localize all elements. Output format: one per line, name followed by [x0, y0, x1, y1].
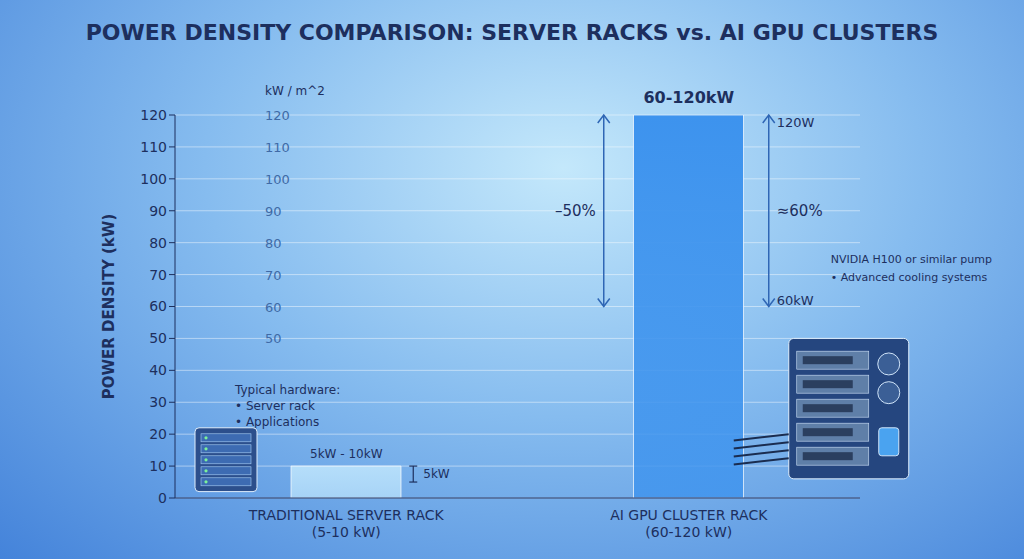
svg-text:5kW - 10kW: 5kW - 10kW — [310, 447, 383, 461]
svg-text:90: 90 — [149, 203, 167, 219]
html-text:POWER DENSITY COMPARISON: SERV: POWER DENSITY COMPARISON: SERVER RACKS v… — [85, 20, 939, 45]
svg-text:80: 80 — [149, 235, 167, 251]
svg-text:120W: 120W — [777, 115, 815, 130]
svg-text:90: 90 — [265, 204, 282, 219]
svg-text:TRADITIONAL SERVER RACK(5-10 k: TRADITIONAL SERVER RACK(5-10 kW) — [248, 507, 445, 540]
svg-text:kW / m^2: kW / m^2 — [265, 84, 325, 98]
svg-text:60: 60 — [149, 298, 167, 314]
svg-text:100: 100 — [140, 171, 167, 187]
svg-text:100: 100 — [265, 172, 290, 187]
svg-text:70: 70 — [265, 268, 282, 283]
svg-text:120: 120 — [140, 107, 167, 123]
svg-text:110: 110 — [140, 139, 167, 155]
svg-text:60-120kW: 60-120kW — [643, 88, 734, 107]
svg-text:0: 0 — [158, 490, 167, 506]
svg-text:5kW: 5kW — [423, 467, 450, 481]
svg-text:• Applications: • Applications — [235, 415, 319, 429]
svg-text:• Server rack: • Server rack — [235, 399, 315, 413]
svg-text:70: 70 — [149, 267, 167, 283]
svg-text:Typical hardware:: Typical hardware: — [234, 383, 340, 397]
svg-text:120: 120 — [265, 108, 290, 123]
svg-text:40: 40 — [149, 362, 167, 378]
svg-text:80: 80 — [265, 236, 282, 251]
svg-text:50: 50 — [149, 330, 167, 346]
svg-text:• Advanced cooling systems: • Advanced cooling systems — [831, 271, 988, 284]
svg-text:AI GPU CLUSTER RACK(60-120 kW): AI GPU CLUSTER RACK(60-120 kW) — [610, 507, 768, 540]
svg-text:60kW: 60kW — [777, 293, 814, 308]
svg-text:POWER DENSITY (kW): POWER DENSITY (kW) — [100, 214, 118, 400]
svg-text:≈60%: ≈60% — [777, 202, 823, 220]
svg-text:20: 20 — [149, 426, 167, 442]
svg-text:–50%: –50% — [555, 202, 596, 220]
svg-text:NVIDIA H100 or similar pump: NVIDIA H100 or similar pump — [831, 253, 992, 266]
svg-text:110: 110 — [265, 140, 290, 155]
svg-text:50: 50 — [265, 331, 282, 346]
svg-text:10: 10 — [149, 458, 167, 474]
svg-text:60: 60 — [265, 300, 282, 315]
svg-text:30: 30 — [149, 394, 167, 410]
